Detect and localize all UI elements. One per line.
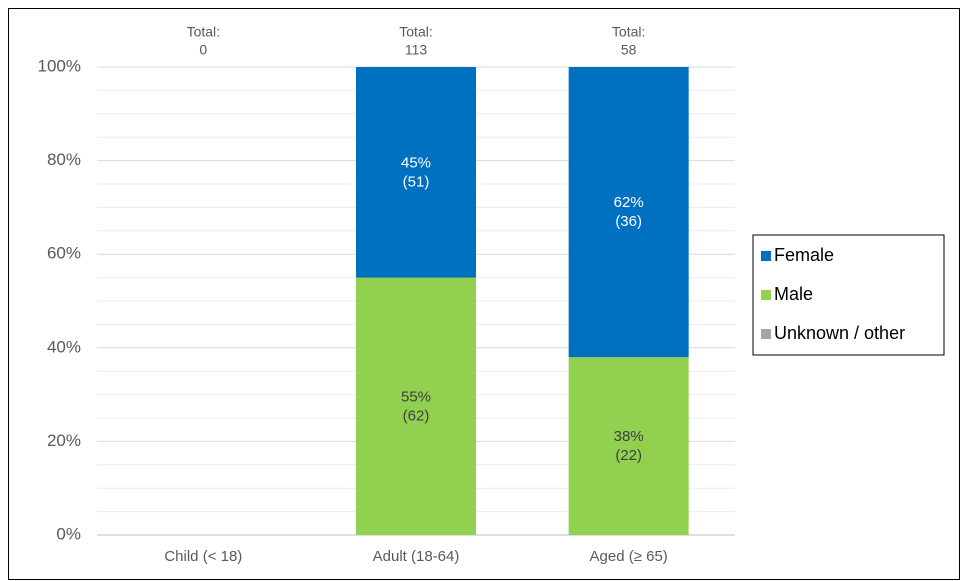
total-value: 113 bbox=[405, 42, 428, 58]
y-tick-label: 100% bbox=[38, 56, 81, 75]
y-tick-label: 20% bbox=[47, 431, 81, 450]
data-count-label: (36) bbox=[615, 213, 642, 230]
x-tick-label: Adult (18-64) bbox=[373, 548, 460, 565]
data-label: 45% bbox=[401, 154, 431, 171]
data-count-label: (22) bbox=[615, 447, 642, 464]
data-count-label: (62) bbox=[403, 407, 430, 424]
data-label: 38% bbox=[614, 428, 644, 445]
bar-segment bbox=[568, 357, 689, 535]
y-tick-label: 60% bbox=[47, 244, 81, 263]
legend-swatch bbox=[761, 290, 771, 300]
legend-label: Male bbox=[774, 284, 813, 304]
y-tick-label: 40% bbox=[47, 337, 81, 356]
y-tick-label: 80% bbox=[47, 150, 81, 169]
data-label: 62% bbox=[614, 194, 644, 211]
x-tick-label: Aged (≥ 65) bbox=[590, 548, 668, 565]
legend-label: Female bbox=[774, 245, 834, 265]
bar-segment bbox=[356, 277, 476, 535]
legend-label: Unknown / other bbox=[774, 323, 905, 343]
legend-box bbox=[752, 234, 945, 356]
total-prefix: Total: bbox=[187, 24, 220, 40]
total-value: 58 bbox=[621, 42, 637, 58]
total-value: 0 bbox=[199, 42, 207, 58]
legend-swatch bbox=[761, 251, 771, 261]
total-prefix: Total: bbox=[612, 24, 645, 40]
legend-swatch bbox=[761, 329, 771, 339]
x-tick-label: Child (< 18) bbox=[164, 548, 242, 565]
total-prefix: Total: bbox=[399, 24, 432, 40]
y-tick-label: 0% bbox=[56, 524, 81, 543]
bar-segment bbox=[568, 67, 689, 358]
data-count-label: (51) bbox=[403, 173, 430, 190]
chart-frame bbox=[8, 8, 960, 580]
bar-segment bbox=[356, 67, 476, 278]
data-label: 55% bbox=[401, 388, 431, 405]
